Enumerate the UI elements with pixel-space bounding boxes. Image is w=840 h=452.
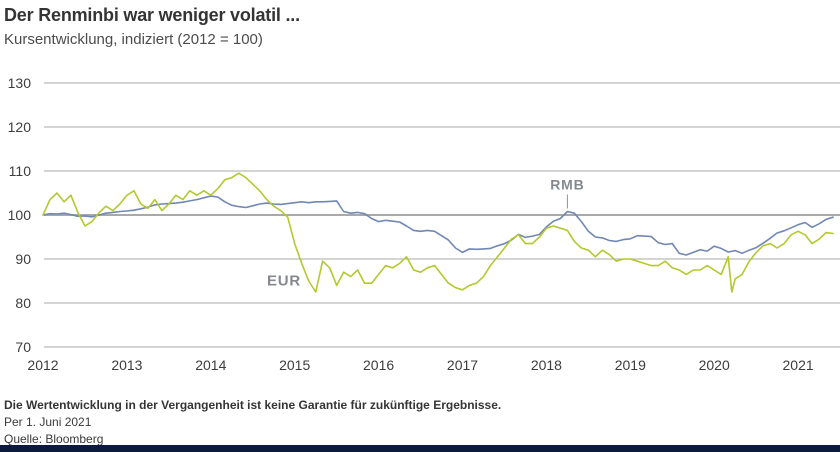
as-of-date: Per 1. Juni 2021 — [4, 415, 92, 429]
x-tick-2019: 2019 — [615, 357, 646, 373]
y-tick-90: 90 — [15, 251, 31, 267]
y-tick-120: 120 — [8, 119, 32, 135]
y-tick-110: 110 — [9, 163, 32, 179]
x-tick-2012: 2012 — [27, 357, 58, 373]
chart-subtitle: Kursentwicklung, indiziert (2012 = 100) — [4, 31, 263, 48]
disclaimer-text: Die Wertentwicklung in der Vergangenheit… — [4, 398, 502, 412]
y-tick-70: 70 — [15, 339, 31, 355]
y-tick-100: 100 — [8, 207, 32, 223]
x-tick-2020: 2020 — [699, 357, 730, 373]
chart-title: Der Renminbi war weniger volatil ... — [4, 5, 300, 25]
x-tick-2016: 2016 — [363, 357, 394, 373]
x-tick-2018: 2018 — [531, 357, 562, 373]
x-tick-2017: 2017 — [447, 357, 478, 373]
x-tick-2014: 2014 — [195, 357, 226, 373]
brand-bar — [0, 445, 840, 452]
rmb-series-label: RMB — [550, 176, 584, 192]
x-tick-2015: 2015 — [279, 357, 310, 373]
rmb-line — [42, 195, 834, 256]
eur-series-label: EUR — [267, 272, 301, 289]
eur-line — [42, 172, 834, 293]
y-tick-130: 130 — [8, 75, 32, 91]
y-tick-80: 80 — [15, 295, 31, 311]
x-tick-2013: 2013 — [111, 357, 142, 373]
source-text: Quelle: Bloomberg — [4, 432, 104, 446]
x-tick-2021: 2021 — [783, 357, 814, 373]
